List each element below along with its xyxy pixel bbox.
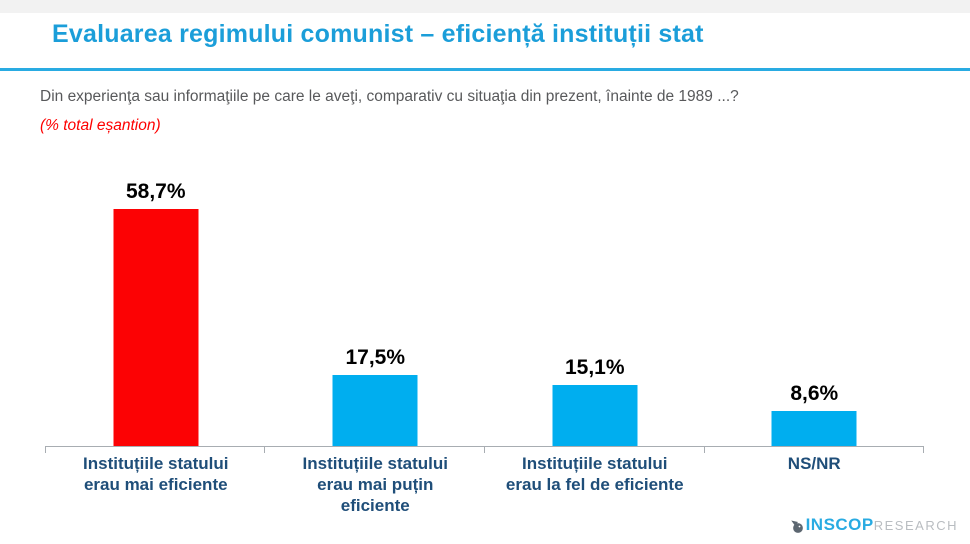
value-label: 58,7% bbox=[125, 180, 186, 203]
inscop-logo: INSCOP RESEARCH bbox=[789, 515, 958, 535]
axis-tick bbox=[484, 446, 485, 453]
axis-tick bbox=[923, 446, 924, 453]
category-axis: Instituțiile statului erau mai eficiente… bbox=[46, 453, 924, 516]
value-label: 8,6% bbox=[790, 382, 839, 405]
page-title: Evaluarea regimului comunist – eficiență… bbox=[52, 20, 704, 48]
plot-area: 58,7% 17,5% 15,1% 8,6% bbox=[46, 170, 924, 446]
category-label: NS/NR bbox=[787, 454, 841, 473]
chart-column: 15,1% bbox=[485, 170, 705, 446]
logo-suffix: RESEARCH bbox=[873, 517, 958, 533]
survey-question: Din experienţa sau informaţiile pe care … bbox=[40, 88, 739, 105]
bar bbox=[771, 411, 857, 446]
axis-tick bbox=[264, 446, 265, 453]
chart-column: 58,7% bbox=[46, 170, 266, 446]
bar bbox=[552, 385, 638, 446]
category-label: Instituțiile statului erau mai eficiente bbox=[83, 454, 229, 494]
bar bbox=[332, 375, 418, 446]
axis-tick bbox=[704, 446, 705, 453]
bar bbox=[113, 209, 199, 446]
sample-note: (% total eșantion) bbox=[40, 117, 161, 134]
category-label: Instituțiile statului erau la fel de efi… bbox=[505, 454, 684, 494]
value-label: 17,5% bbox=[345, 346, 406, 369]
category-label: Instituțiile statului erau mai puțin efi… bbox=[302, 454, 448, 515]
chart-column: 17,5% bbox=[266, 170, 486, 446]
bird-icon bbox=[790, 520, 803, 533]
chart-column: 8,6% bbox=[705, 170, 925, 446]
top-edge-strip bbox=[0, 0, 970, 13]
logo-name: INSCOP bbox=[805, 515, 874, 534]
title-divider bbox=[0, 68, 970, 71]
value-label: 15,1% bbox=[564, 356, 625, 379]
axis-tick bbox=[45, 446, 46, 453]
